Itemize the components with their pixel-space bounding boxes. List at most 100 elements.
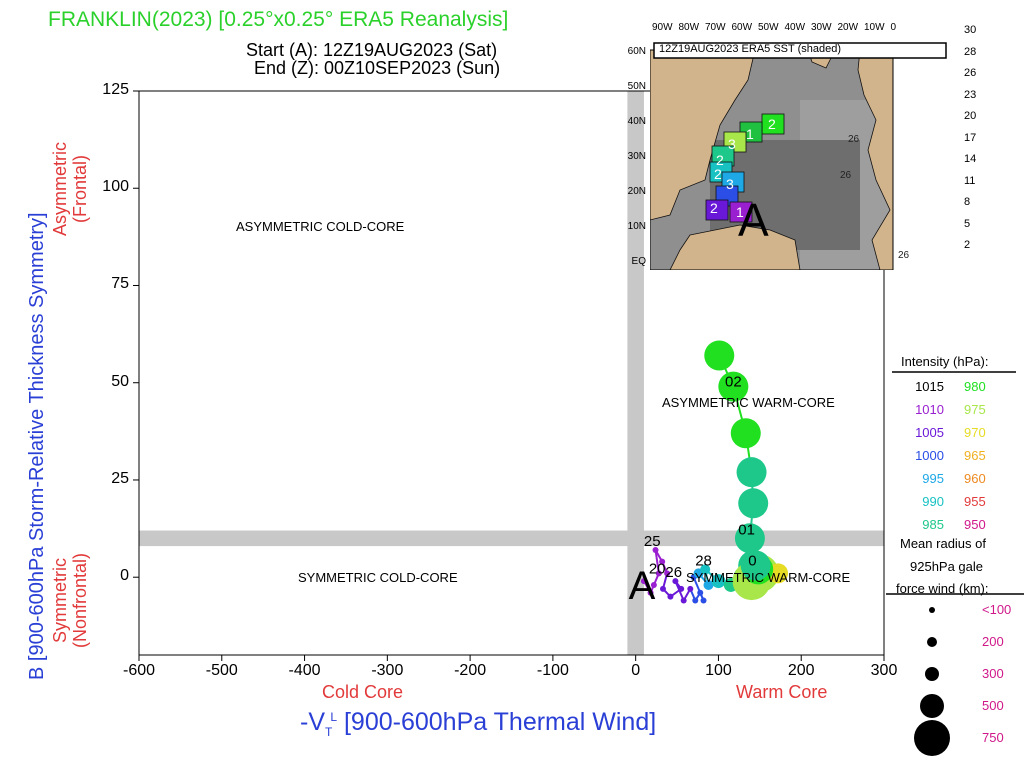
date-label: 28 xyxy=(695,553,712,570)
radius-legend-label: <100 xyxy=(982,602,1012,617)
inset-lon-label: 80W xyxy=(678,22,700,33)
x-tick-label: 300 xyxy=(870,662,898,679)
inset-start-marker: A xyxy=(738,194,769,246)
inset-lat-label: 30N xyxy=(627,151,646,162)
y-tick-label: 25 xyxy=(111,469,129,487)
colorbar-label: 30 xyxy=(964,24,977,36)
x-tick-label: 100 xyxy=(705,662,732,679)
inset-track-label: 1 xyxy=(736,204,744,220)
inset-lon-label: 90W xyxy=(652,22,673,33)
region-symmetric-cold-core: SYMMETRIC COLD-CORE xyxy=(298,570,458,585)
intensity-legend-value: 1005 xyxy=(915,425,944,440)
phase-point xyxy=(730,418,761,449)
date-label: 26 xyxy=(665,564,682,581)
inset-track-label: 3 xyxy=(728,136,736,152)
phase-point xyxy=(659,585,666,592)
inset-lon-label: 60W xyxy=(731,22,753,33)
intensity-legend-title: Intensity (hPa): xyxy=(901,354,989,369)
inset-lon-label: 0 xyxy=(890,22,897,33)
colorbar-label: 20 xyxy=(964,110,977,122)
inset-lon-label: 70W xyxy=(705,22,726,33)
inset-south-america xyxy=(669,224,801,270)
phase-point xyxy=(734,523,765,554)
inset-sst-map: 12Z19AUG2023 ERA5 SST (shaded) 90W 80W 70W… xyxy=(628,22,976,270)
phase-point xyxy=(647,589,654,596)
x-title-sub: T xyxy=(325,725,333,739)
inset-title: 12Z19AUG2023 ERA5 SST (shaded) xyxy=(659,43,842,55)
inset-lat-label: 60N xyxy=(627,46,646,57)
inset-track-label: 2 xyxy=(768,116,776,132)
colorbar-label: 8 xyxy=(964,196,971,208)
inset-track-label: 2 xyxy=(716,152,724,168)
date-label: 01 xyxy=(738,521,755,538)
x-tick-label: -300 xyxy=(371,662,404,679)
intensity-legend-value: 970 xyxy=(964,425,986,440)
end-time: End (Z): 00Z10SEP2023 (Sun) xyxy=(254,58,501,78)
radius-legend-label: 500 xyxy=(982,698,1004,713)
start-time: Start (A): 12Z19AUG2023 (Sat) xyxy=(246,40,498,60)
y-asym-line2: (Frontal) xyxy=(70,155,90,224)
x-tick-label: -600 xyxy=(122,662,156,679)
inset-lon-label: 20W xyxy=(837,22,859,33)
plot-border xyxy=(138,90,885,656)
intensity-legend-value: 990 xyxy=(922,494,944,509)
phase-point xyxy=(718,371,749,402)
phase-point xyxy=(697,589,704,596)
y-sym-line2: (Nonfrontal) xyxy=(70,552,90,648)
x-tick-label: 200 xyxy=(787,662,815,679)
phase-point xyxy=(667,593,674,600)
y-tick-label: 75 xyxy=(111,275,129,293)
date-label: 0 xyxy=(748,553,756,570)
x-tick-label: -200 xyxy=(454,662,487,679)
date-label: 02 xyxy=(725,374,742,391)
radius-legend-circle xyxy=(914,720,950,756)
colorbar-label: 26 xyxy=(964,67,977,79)
x-tick-label: 0 xyxy=(631,662,641,679)
phase-point xyxy=(692,597,699,604)
y-axis-symmetric-label: Symmetric (Nonfrontal) xyxy=(50,553,90,648)
radius-legend-title-3: force wind (km): xyxy=(896,581,989,596)
inset-track-label: 2 xyxy=(710,200,718,216)
colorbar-label: 11 xyxy=(964,174,976,187)
phase-point xyxy=(678,585,685,592)
inset-track-label: 3 xyxy=(726,176,734,192)
intensity-legend-value: 1010 xyxy=(915,402,944,417)
date-label: 20 xyxy=(649,560,666,577)
intensity-legend-value: 1000 xyxy=(915,448,944,463)
inset-lat-label: 40N xyxy=(627,116,646,127)
phase-point xyxy=(680,597,687,604)
phase-point xyxy=(687,585,694,592)
inset-track-box xyxy=(705,199,729,221)
phase-point xyxy=(711,574,726,589)
phase-point xyxy=(740,550,771,581)
y-axis-title: B [900-600hPa Storm-Relative Thickness S… xyxy=(26,212,48,680)
inset-contour-label-26: 26 xyxy=(898,250,910,261)
phase-point xyxy=(659,558,666,565)
track-segment xyxy=(654,549,660,574)
y-threshold-band xyxy=(139,530,884,547)
region-asymmetric-cold-core: ASYMMETRIC COLD-CORE xyxy=(236,219,405,234)
phase-point xyxy=(738,488,769,519)
x-tick-label: -100 xyxy=(536,662,569,679)
colorbar-label: 28 xyxy=(964,45,977,58)
colorbar-label: 17 xyxy=(964,131,977,144)
y-tick-label: 0 xyxy=(120,567,129,585)
inset-lon-label: 40W xyxy=(784,22,806,33)
inset-track-box xyxy=(729,201,753,223)
x-title-main: -V xyxy=(300,708,325,736)
colorbar-label: 14 xyxy=(964,153,977,165)
start-marker: A xyxy=(629,564,656,608)
intensity-legend-value: 1015 xyxy=(915,379,944,394)
radius-legend-circle xyxy=(925,667,939,681)
legend-graphics xyxy=(886,371,1024,756)
radius-legend-title-1: Mean radius of xyxy=(900,536,986,551)
phase-point xyxy=(703,579,714,590)
intensity-legend-value: 965 xyxy=(964,448,986,463)
inset-lon-label: 30W xyxy=(811,22,832,33)
inset-map-graphics xyxy=(650,40,948,270)
x-tick-label: -400 xyxy=(288,662,321,679)
intensity-legend-value: 960 xyxy=(964,471,986,486)
x-cold-core-label: Cold Core xyxy=(322,682,404,702)
inset-north-america xyxy=(650,49,756,221)
